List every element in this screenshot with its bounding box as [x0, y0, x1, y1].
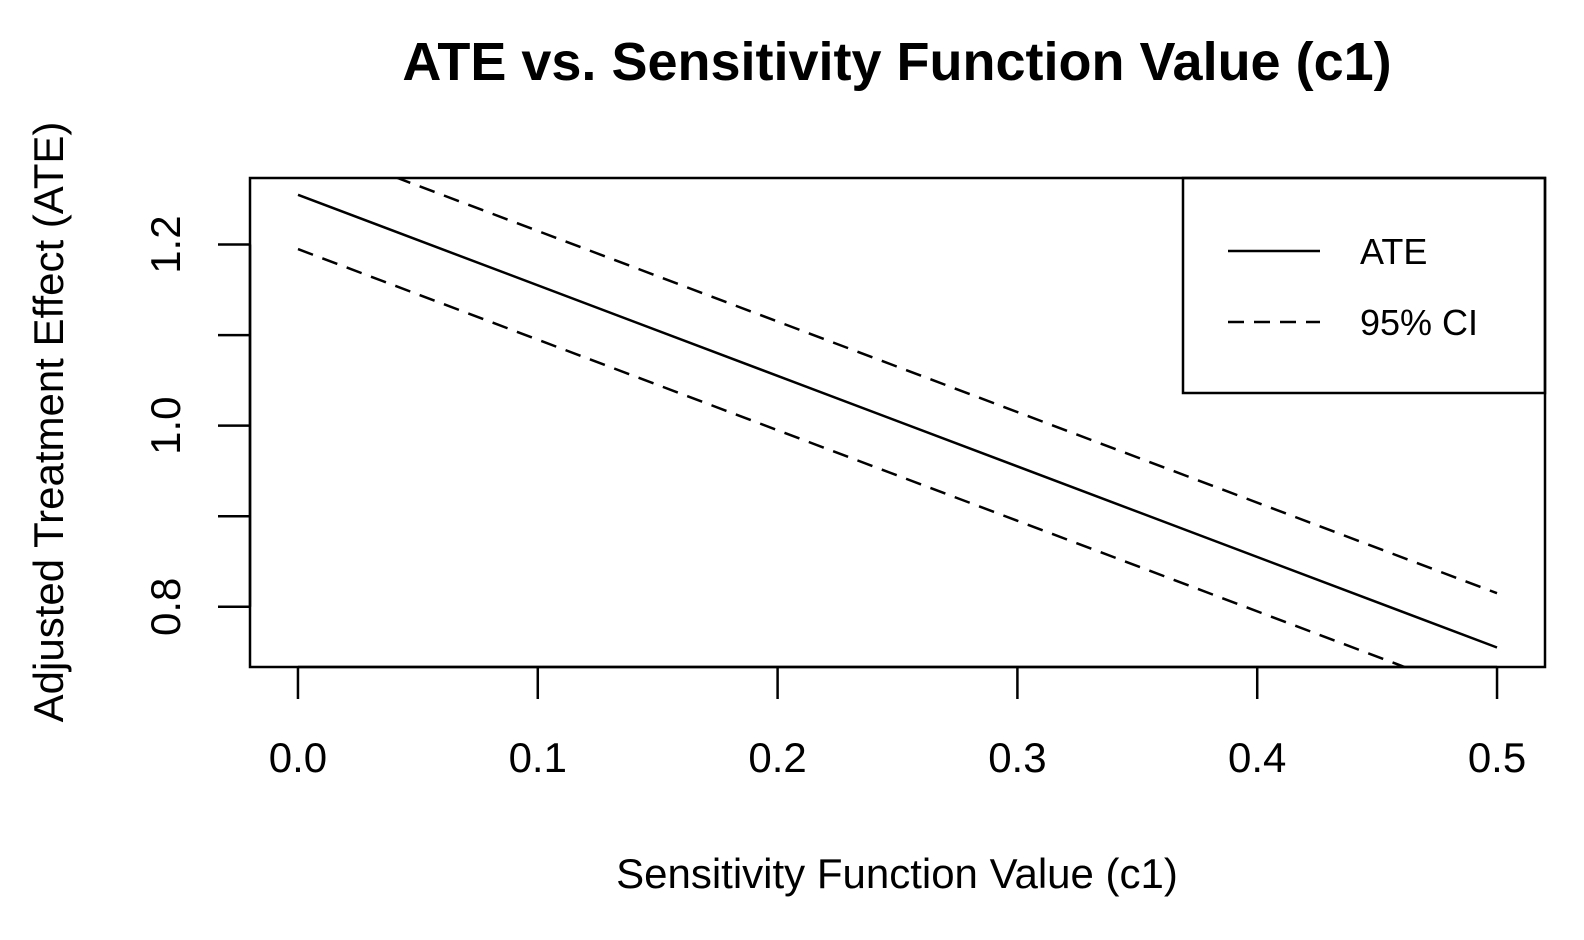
legend-frame — [1181, 176, 1547, 395]
x-axis: 0.0 0.1 0.2 0.3 0.4 0.5 — [269, 665, 1526, 781]
x-tick-label: 0.0 — [269, 734, 327, 781]
legend: ATE 95% CI — [1181, 176, 1547, 395]
x-tick-label: 0.1 — [509, 734, 567, 781]
x-tick-label: 0.2 — [748, 734, 806, 781]
series-line-lower-ci — [297, 247, 1409, 667]
series-line-95-ci — [394, 178, 1498, 595]
x-tick-label: 0.3 — [988, 734, 1046, 781]
y-tick-label: 1.0 — [142, 397, 189, 455]
y-tick-label: 1.2 — [142, 215, 189, 273]
legend-label-ate: ATE — [1360, 231, 1427, 272]
series-layer — [297, 178, 1498, 667]
legend-label-ci: 95% CI — [1360, 302, 1478, 343]
y-axis-label: Adjusted Treatment Effect (ATE) — [25, 122, 72, 723]
y-axis: 0.8 1.0 1.2 — [142, 215, 252, 636]
series-line-ate — [297, 193, 1498, 649]
x-axis-label: Sensitivity Function Value (c1) — [616, 850, 1178, 897]
x-tick-label: 0.4 — [1228, 734, 1286, 781]
chart-title: ATE vs. Sensitivity Function Value (c1) — [402, 32, 1391, 92]
y-tick-label: 0.8 — [142, 578, 189, 636]
x-tick-label: 0.5 — [1468, 734, 1526, 781]
